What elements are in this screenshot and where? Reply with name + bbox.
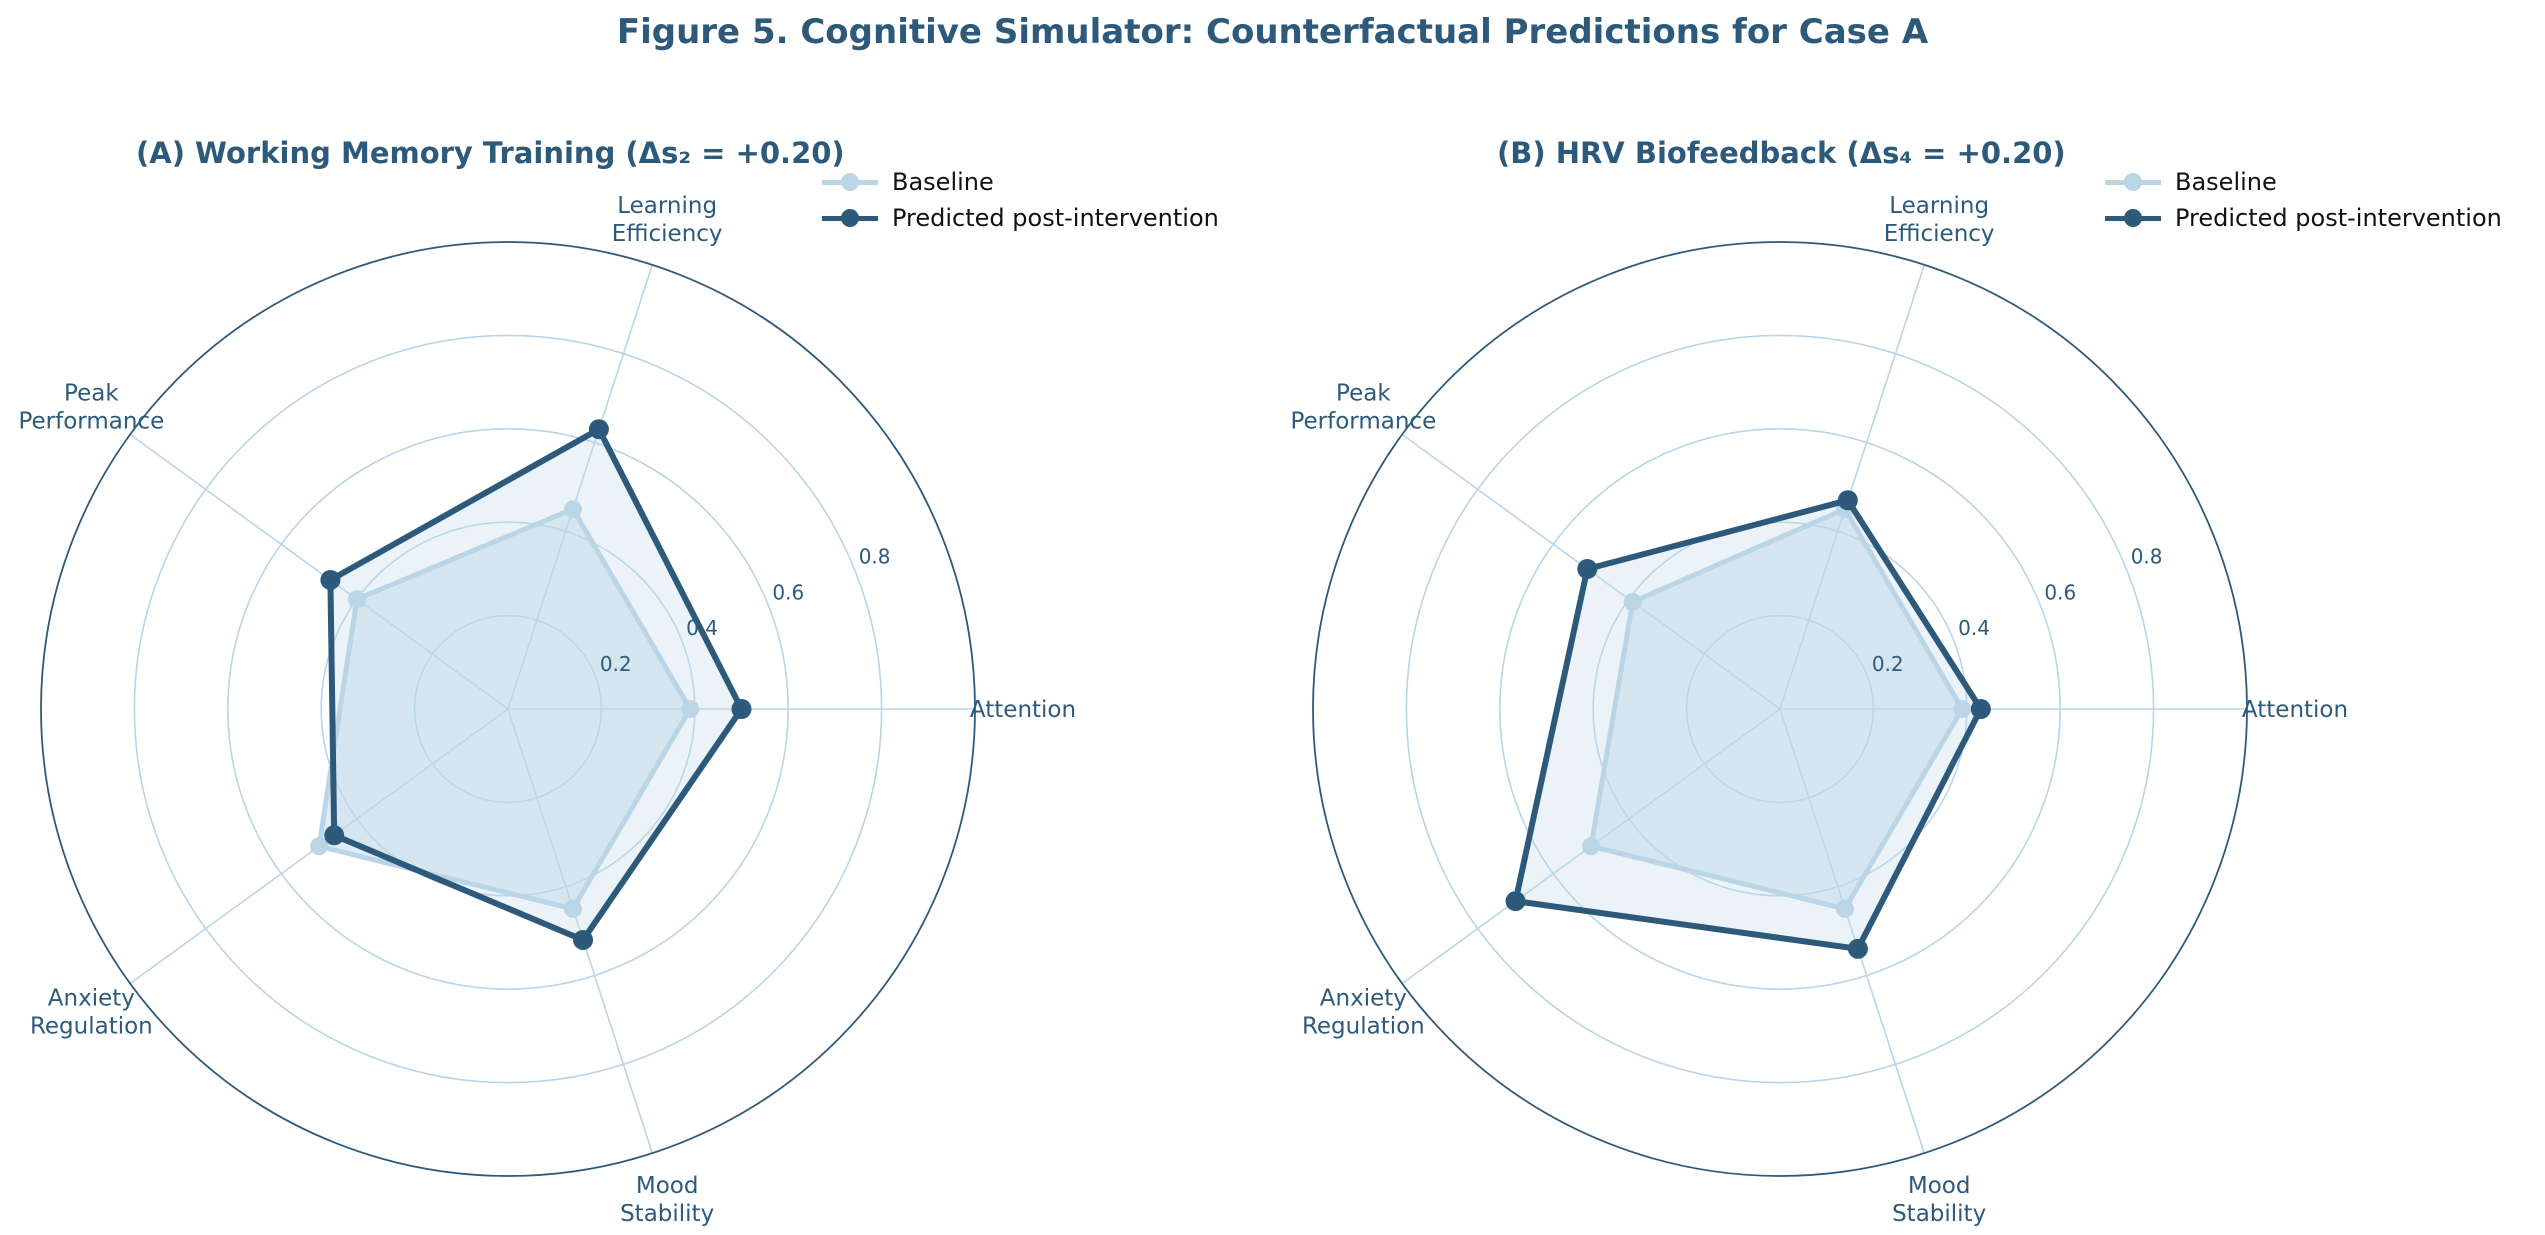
series-line-baseline [316,506,693,912]
axis-label-anxiety-regulation: Anxiety Regulation [1302,986,1425,1040]
series-area-baseline [1591,509,1963,909]
data-point-baseline-anxiety-regulation [310,837,329,856]
axis-label-learning-efficiency: Learning Efficiency [612,193,723,247]
series-area-predicted [330,429,742,940]
legend-swatch-predicted [2105,208,2161,228]
data-point-predicted-mood-stability [573,929,594,950]
data-point-baseline-peak-performance [1623,592,1642,611]
axis-spoke [129,433,509,710]
data-point-predicted-anxiety-regulation [324,825,345,846]
axis-spoke [1779,708,1926,1154]
tick-label: 0.8 [2131,545,2163,569]
axis-label-anxiety-regulation: Anxiety Regulation [30,986,153,1040]
legend-swatch-predicted [822,208,878,228]
legend-label-predicted: Predicted post-intervention [2175,204,2502,232]
series-line-baseline [1588,506,1965,912]
legend-swatch-baseline [2105,172,2161,192]
axis-label-learning-efficiency: Learning Efficiency [1884,193,1995,247]
data-point-baseline-attention [1953,700,1972,718]
legend-item-predicted: Predicted post-intervention [822,200,1219,236]
legend-swatch-baseline [822,172,878,192]
axis-label-mood-stability: Mood Stability [620,1173,714,1227]
tick-label: 0.4 [686,616,718,640]
axis-label-attention: Attention [970,697,1076,723]
data-point-baseline-peak-performance [347,590,366,609]
axis-spoke [1779,264,1926,710]
data-point-baseline-mood-stability [1835,899,1854,918]
data-point-baseline-mood-stability [563,899,582,918]
tick-label: 0.6 [2044,580,2076,604]
radar-chart-a: 0.2 0.4 0.6 0.8 Attention Learning Efficiency P… [18,193,1076,1227]
data-point-predicted-mood-stability [1847,938,1868,959]
axis-label-mood-stability: Mood Stability [1892,1173,1986,1227]
data-point-predicted-peak-performance [320,569,341,590]
data-point-predicted-learning-efficiency [1837,490,1858,511]
axis-label-peak-performance: Peak Performance [1290,380,1436,434]
legend-item-baseline: Baseline [822,164,1219,200]
figure-title: Figure 5. Cognitive Simulator: Counterfa… [616,12,1929,52]
legend-a: Baseline Predicted post-intervention [822,164,1219,236]
legend-label-baseline: Baseline [2175,168,2277,196]
data-point-predicted-learning-efficiency [588,419,609,440]
legend-b: Baseline Predicted post-intervention [2105,164,2502,236]
panel-title-b: (B) HRV Biofeedback (Δs₄ = +0.20) [1497,136,2066,170]
radar-chart-b: 0.2 0.4 0.6 0.8 Attention Learning Efficiency P… [1290,193,2348,1227]
panel-title-a: (A) Working Memory Training (Δs₂ = +0.20… [136,136,845,170]
data-point-predicted-attention [1970,699,1991,719]
legend-item-predicted: Predicted post-intervention [2105,200,2502,236]
axis-label-attention: Attention [2242,697,2348,723]
tick-label: 0.6 [772,580,804,604]
polar-frame [40,241,976,1177]
tick-label: 0.2 [1872,652,1904,676]
tick-label: 0.8 [859,545,891,569]
tick-label: 0.4 [1958,616,1990,640]
series-area-predicted [1515,500,1981,949]
legend-label-baseline: Baseline [892,168,994,196]
polar-frame [1312,241,2248,1177]
series-line-predicted [1512,497,1984,952]
radar-panel-a: 0.2 0.4 0.6 0.8 Attention Learning Efficiency P… [0,0,1272,1235]
legend-item-baseline: Baseline [2105,164,2502,200]
data-point-baseline-attention [681,700,700,718]
series-area-baseline [319,509,691,909]
radar-panel-b: 0.2 0.4 0.6 0.8 Attention Learning Efficiency P… [1272,0,2544,1235]
tick-label: 0.2 [600,652,632,676]
data-point-baseline-anxiety-regulation [1582,837,1601,856]
legend-label-predicted: Predicted post-intervention [892,204,1219,232]
data-point-baseline-learning-efficiency [563,500,582,519]
axis-spoke [507,264,654,710]
series-line-predicted [327,426,745,943]
axis-label-peak-performance: Peak Performance [18,380,164,434]
data-point-predicted-anxiety-regulation [1505,891,1526,912]
data-point-predicted-peak-performance [1577,559,1598,580]
data-point-predicted-attention [731,699,752,719]
